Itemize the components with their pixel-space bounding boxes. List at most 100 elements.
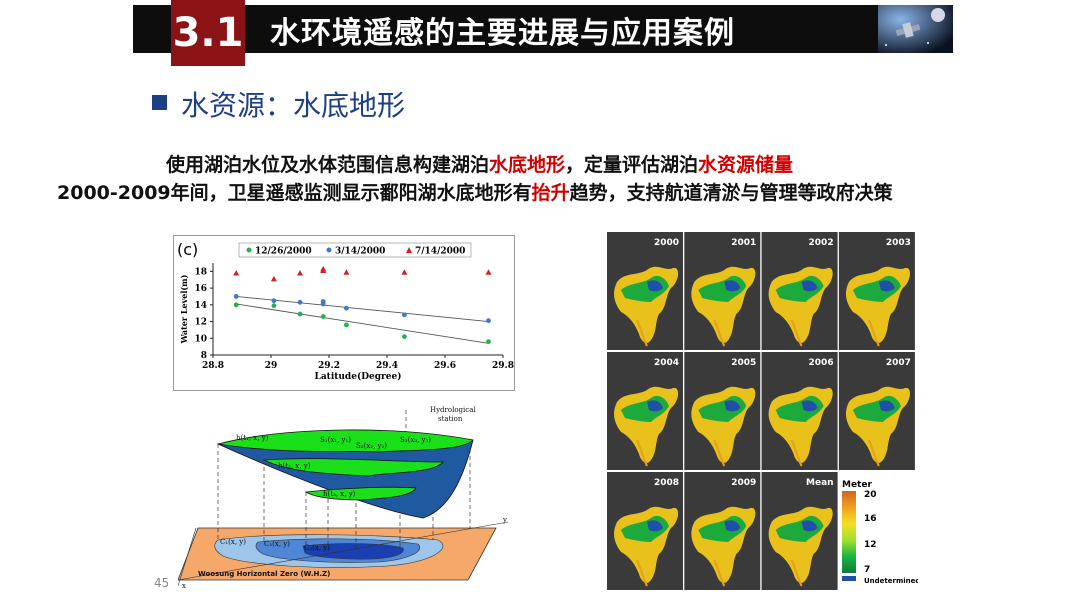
lake-undetermined-zone xyxy=(801,400,818,412)
map-panel: 2004 xyxy=(607,352,683,470)
map-year-label: 2007 xyxy=(886,358,911,368)
legend-marker xyxy=(246,247,252,253)
river-channel xyxy=(636,439,648,467)
river-channel xyxy=(713,439,726,467)
map-year-label: 2009 xyxy=(731,478,756,488)
river-channel xyxy=(636,319,648,347)
text-segment: 使用湖泊水位及水体范围信息构建湖泊 xyxy=(166,154,490,176)
legend-tick: 20 xyxy=(864,490,877,500)
highlight-text: 抬升 xyxy=(531,182,570,204)
axis-y-label: y xyxy=(502,516,507,524)
label-s2: S₂(x₂, y₂) xyxy=(356,442,387,450)
text-segment: 趋势，支持航道清淤与管理等政府决策 xyxy=(569,182,893,204)
lake-undetermined-zone xyxy=(878,280,895,292)
text-segment: ，定量评估湖泊 xyxy=(565,154,699,176)
x-tick-label: 28.8 xyxy=(202,361,224,371)
y-tick-label: 10 xyxy=(194,334,207,344)
map-year-label: 2000 xyxy=(654,238,679,248)
map-panel: 2001 xyxy=(684,232,761,350)
label-s1: S₁(x₁, y₁) xyxy=(320,436,351,444)
legend-undetermined: Undetermined xyxy=(864,577,918,585)
water-surface-t2 xyxy=(262,458,444,477)
x-tick-label: 29.2 xyxy=(318,361,340,371)
data-point xyxy=(401,269,408,275)
station-label: station xyxy=(438,415,463,423)
x-tick-label: 29.8 xyxy=(492,361,514,371)
water-level-chart: 28.8 29 29.2 29.4 29.6 29.8 8 10 12 14 16 18 Latitud… xyxy=(173,235,515,391)
data-point xyxy=(297,311,303,317)
contour-c3 xyxy=(302,543,404,560)
map-panel: 2006 xyxy=(761,352,838,470)
data-point xyxy=(486,318,491,324)
map-year-label: 2002 xyxy=(809,238,834,248)
data-point xyxy=(270,275,277,282)
legend-title: Meter xyxy=(842,480,872,490)
station-label: Hydrological xyxy=(430,406,476,414)
legend-box xyxy=(238,242,472,258)
panel-label: (c) xyxy=(177,240,198,259)
highlight-text: 水底地形 xyxy=(489,154,566,176)
y-axis-line xyxy=(177,521,509,581)
map-year-label: 2004 xyxy=(654,358,679,368)
map-year-label: 2001 xyxy=(731,238,756,248)
lake-undetermined-zone xyxy=(724,280,741,292)
river-channel xyxy=(713,559,726,587)
map-panel: 2005 xyxy=(684,352,761,470)
body-line-1: 使用湖泊水位及水体范围信息构建湖泊水底地形，定量评估湖泊水资源储量 xyxy=(166,150,793,177)
text-segment: 2000-2009年间，卫星遥感监测显示鄱阳湖水底地形有 xyxy=(57,182,532,204)
y-axis-label: Water Level(m) xyxy=(179,274,189,344)
map-panel: 2008 xyxy=(607,472,683,590)
river-channel xyxy=(868,439,880,467)
data-point xyxy=(233,294,239,299)
data-point xyxy=(485,269,492,275)
trend-line xyxy=(236,296,489,322)
plane-label: Woosung Horizontal Zero (W.H.Z) xyxy=(198,570,330,578)
lake-undetermined-zone xyxy=(647,400,663,412)
y-tick-label: 12 xyxy=(194,318,207,328)
axis-x-label: x xyxy=(182,582,186,590)
data-point xyxy=(233,302,239,308)
map-panel: 2003 xyxy=(838,232,915,350)
data-point xyxy=(320,265,327,272)
page-number: 45 xyxy=(154,576,170,590)
legend-label: 7/14/2000 xyxy=(415,247,465,257)
lake-map-grid: 2000 2001 2002 2003 2004 2005 2006 2007 2008 2009… xyxy=(607,232,917,593)
x-axis-label: Latitude(Degree) xyxy=(315,371,402,382)
body-line-2: 2000-2009年间，卫星遥感监测显示鄱阳湖水底地形有抬升趋势，支持航道清淤与… xyxy=(57,178,893,205)
x-tick-label: 29.6 xyxy=(434,361,456,371)
water-surface-t1 xyxy=(217,429,474,453)
lake-undetermined-zone xyxy=(724,400,741,412)
label-h1: h(t₁, x, y) xyxy=(236,434,269,442)
map-year-label: 2006 xyxy=(809,358,834,368)
data-point xyxy=(486,339,491,345)
water-surface-t3 xyxy=(304,486,417,501)
data-point xyxy=(297,270,303,276)
map-panel: 2002 xyxy=(761,232,838,350)
lake-undetermined-zone xyxy=(878,400,895,412)
label-h3: h(t₃, x, y) xyxy=(323,490,356,498)
lake-undetermined-zone xyxy=(801,280,818,292)
lake-undetermined-zone xyxy=(647,520,663,532)
undetermined-swatch xyxy=(842,576,856,581)
trend-line xyxy=(236,303,489,344)
data-point xyxy=(271,298,277,304)
legend-marker xyxy=(326,247,332,253)
y-tick-label: 14 xyxy=(194,301,207,311)
color-ramp xyxy=(842,491,856,573)
label-s3: S₃(x₃, y₃) xyxy=(400,436,431,444)
bathymetry-diagram: Hydrological station h(t₁, x, y) h(t₂, x… xyxy=(177,400,523,590)
river-channel xyxy=(790,319,803,347)
x-tick-label: 29 xyxy=(265,361,278,371)
chart-frame xyxy=(173,235,515,391)
map-panel: 2007 xyxy=(838,352,915,470)
data-point xyxy=(320,314,326,319)
data-point xyxy=(402,334,407,339)
lake-undetermined-zone xyxy=(647,280,663,292)
section-number: 3.1 xyxy=(171,0,245,66)
map-panel: 2009 xyxy=(684,472,761,590)
y-tick-label: 8 xyxy=(201,351,207,361)
river-channel xyxy=(790,439,803,467)
map-panel: 2000 xyxy=(607,232,683,350)
y-tick-label: 18 xyxy=(194,267,207,277)
label-c2: C₂(x, y) xyxy=(264,540,290,548)
